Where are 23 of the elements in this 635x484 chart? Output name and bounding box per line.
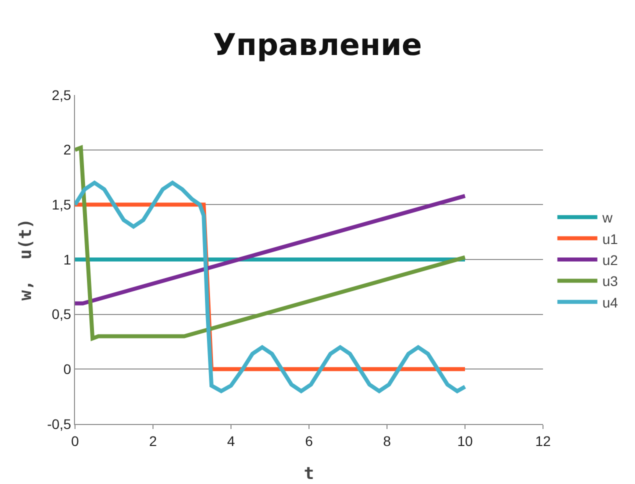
x-axis-title: t [304, 464, 314, 484]
y-tick-label: 1 [63, 251, 72, 268]
x-tick-label: 2 [149, 432, 158, 449]
chart-title: Управление [213, 28, 422, 63]
legend-label: w [601, 210, 614, 226]
x-tick-label: 4 [227, 432, 236, 449]
y-tick-label: 0,5 [52, 306, 72, 322]
legend-label: u2 [602, 252, 618, 268]
x-tick-label: 8 [383, 432, 392, 449]
y-tick-label: 2 [63, 142, 72, 158]
x-tick-label: 6 [305, 432, 314, 449]
y-tick-label: 0 [63, 361, 72, 378]
y-tick-label: 1,5 [52, 196, 72, 213]
line-series [75, 146, 467, 340]
y-tick-label: -0,5 [47, 416, 72, 432]
y-tick-label: 2,5 [52, 86, 72, 103]
x-tick-label: 10 [457, 432, 473, 449]
legend-label: u1 [602, 230, 618, 247]
legend-label: u4 [602, 294, 618, 310]
x-tick-label: 12 [535, 432, 551, 449]
legend-label: u3 [602, 273, 618, 290]
line-series [75, 180, 467, 394]
y-axis-title: w, u(t) [16, 218, 36, 300]
